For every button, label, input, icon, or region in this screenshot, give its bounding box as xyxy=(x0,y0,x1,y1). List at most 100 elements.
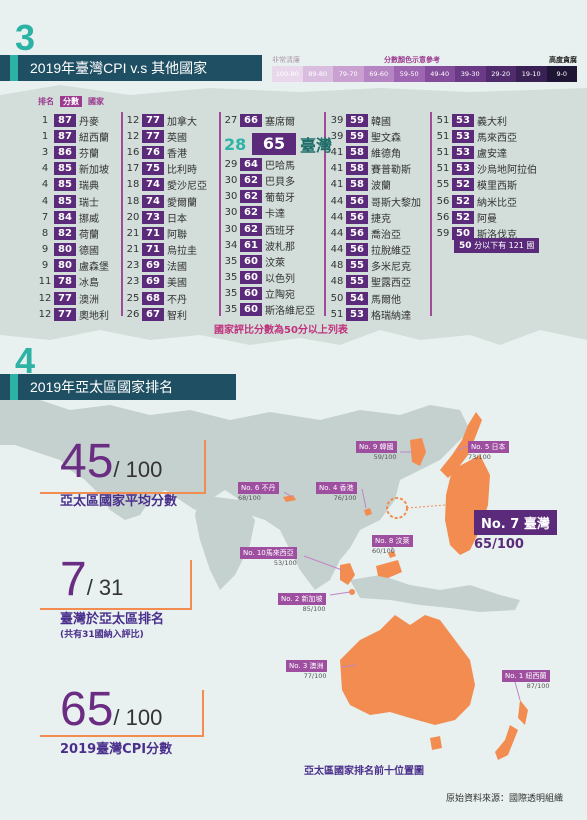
row-rank: 7 xyxy=(41,211,49,223)
legend-bin: 100-90 xyxy=(272,66,303,82)
stat-decor-line xyxy=(204,440,206,492)
row-rank: 51 xyxy=(436,114,450,126)
legend-low-label: 非常清廉 xyxy=(272,56,300,64)
row-country: 愛沙尼亞 xyxy=(167,181,207,193)
row-rank: 39 xyxy=(330,114,344,126)
stat-value: 7 xyxy=(60,553,87,606)
stat-label: 亞太區國家平均分數 xyxy=(60,494,178,509)
row-score: 62 xyxy=(240,222,262,236)
row-score: 52 xyxy=(452,178,474,192)
row-score: 80 xyxy=(54,243,76,257)
table-row: 12 77 英國 xyxy=(124,128,207,144)
row-country: 聖文森 xyxy=(371,132,401,144)
row-country: 馬爾他 xyxy=(371,294,401,306)
row-rank: 23 xyxy=(126,276,140,288)
table-row: 20 73 日本 xyxy=(124,209,207,225)
row-rank: 44 xyxy=(330,195,344,207)
row-rank: 35 xyxy=(224,304,238,316)
table-row: 4 85 瑞士 xyxy=(36,193,109,209)
row-country: 汶萊 xyxy=(265,257,285,269)
row-rank: 35 xyxy=(224,288,238,300)
map-label-brunei: No. 8 汶萊 60/100 xyxy=(372,535,413,555)
header-rank: 排名 xyxy=(38,97,54,106)
stat-decor-line xyxy=(40,608,192,610)
row-country: 巴哈馬 xyxy=(265,160,295,172)
table-row: 44 56 哥斯大黎加 xyxy=(328,193,421,209)
map-label-tag: No. 5 日本 xyxy=(468,441,509,453)
row-country: 美國 xyxy=(167,278,187,290)
stat-sub: (共有31國納入評比) xyxy=(60,630,144,640)
table-row: 30 62 巴貝多 xyxy=(222,172,315,188)
below-50-number: 50 xyxy=(459,241,472,251)
row-score: 59 xyxy=(346,113,368,127)
map-label-value: 59/100 xyxy=(373,453,397,461)
row-score: 60 xyxy=(240,254,262,268)
table-row: 27 66 塞席爾 xyxy=(222,112,315,128)
row-rank: 4 xyxy=(41,163,49,175)
table-row: 35 60 以色列 xyxy=(222,270,315,286)
row-country: 法國 xyxy=(167,262,187,274)
row-rank: 1 xyxy=(41,114,49,126)
row-country: 英國 xyxy=(167,132,187,144)
row-country: 德國 xyxy=(79,246,99,258)
row-rank: 41 xyxy=(330,179,344,191)
table-row: 30 62 卡達 xyxy=(222,205,315,221)
row-score: 53 xyxy=(346,307,368,321)
legend-bin: 69-60 xyxy=(363,66,394,82)
row-score: 60 xyxy=(240,271,262,285)
section-3-number: 3 xyxy=(15,17,36,58)
table-row: 3 86 芬蘭 xyxy=(36,144,109,160)
map-label-tag: No. 9 韓國 xyxy=(356,441,397,453)
stat-denominator: / 100 xyxy=(113,457,163,482)
row-score: 86 xyxy=(54,145,76,159)
table-row: 35 60 汶萊 xyxy=(222,253,315,269)
row-country: 香港 xyxy=(167,148,187,160)
map-label-singapore: No. 2 新加坡 85/100 xyxy=(278,593,326,613)
map-label-value: 60/100 xyxy=(372,547,395,555)
map-label-tag: No. 6 不丹 xyxy=(238,482,279,494)
table-row: 35 60 立陶宛 xyxy=(222,286,315,302)
table-row: 25 68 不丹 xyxy=(124,290,207,306)
row-score: 69 xyxy=(142,259,164,273)
map-caption: 亞太區國家排名前十位置圖 xyxy=(304,766,424,777)
row-score: 50 xyxy=(452,226,474,240)
row-score: 55 xyxy=(346,275,368,289)
row-country: 加拿大 xyxy=(167,116,197,128)
row-rank: 11 xyxy=(38,276,52,288)
table-row: 7 84 挪威 xyxy=(36,209,109,225)
table-row: 41 58 賽普勒斯 xyxy=(328,161,421,177)
stat-decor-line xyxy=(40,735,204,737)
row-score: 67 xyxy=(142,307,164,321)
table-row: 56 52 納米比亞 xyxy=(434,193,537,209)
table-row: 12 77 奧地利 xyxy=(36,306,109,322)
table-row: 30 62 西班牙 xyxy=(222,221,315,237)
map-label-value: 87/100 xyxy=(526,682,550,690)
stat-label: 2019臺灣CPI分數 xyxy=(60,742,173,757)
row-country: 喬治亞 xyxy=(371,229,401,241)
legend-title: 分數顏色示意參考 xyxy=(384,56,440,64)
table-column-2: 12 77 加拿大 12 77 英國 16 76 香港 17 75 比利時 18 74 愛沙尼亞 18 74 愛爾… xyxy=(124,112,207,322)
row-rank: 27 xyxy=(224,114,238,126)
row-country: 模里西斯 xyxy=(477,181,517,193)
column-divider xyxy=(121,112,123,316)
row-country: 格瑞納達 xyxy=(371,310,411,322)
map-hongkong xyxy=(364,508,372,516)
row-rank: 30 xyxy=(224,207,238,219)
row-rank: 21 xyxy=(126,244,140,256)
row-rank: 30 xyxy=(224,174,238,186)
row-rank: 8 xyxy=(41,227,49,239)
row-rank: 1 xyxy=(41,130,49,142)
table-row: 8 82 荷蘭 xyxy=(36,225,109,241)
column-divider xyxy=(324,112,326,316)
table-row: 56 52 阿曼 xyxy=(434,209,537,225)
map-label-malaysia: No. 10馬來西亞 53/100 xyxy=(240,547,297,567)
map-korea xyxy=(410,438,426,466)
map-label-tag: No. 4 香港 xyxy=(316,482,357,494)
row-rank: 16 xyxy=(126,146,140,158)
legend-gradient: 100-90 89-80 79-70 69-60 59-50 49-40 39-30 29-2… xyxy=(272,66,577,82)
taiwan-row: 28 65 臺灣 xyxy=(224,132,332,156)
row-country: 立陶宛 xyxy=(265,290,295,302)
table-row: 51 53 馬來西亞 xyxy=(434,128,537,144)
map-label-taiwan: No. 7 臺灣 65/100 xyxy=(474,510,557,552)
row-country: 阿曼 xyxy=(477,213,497,225)
